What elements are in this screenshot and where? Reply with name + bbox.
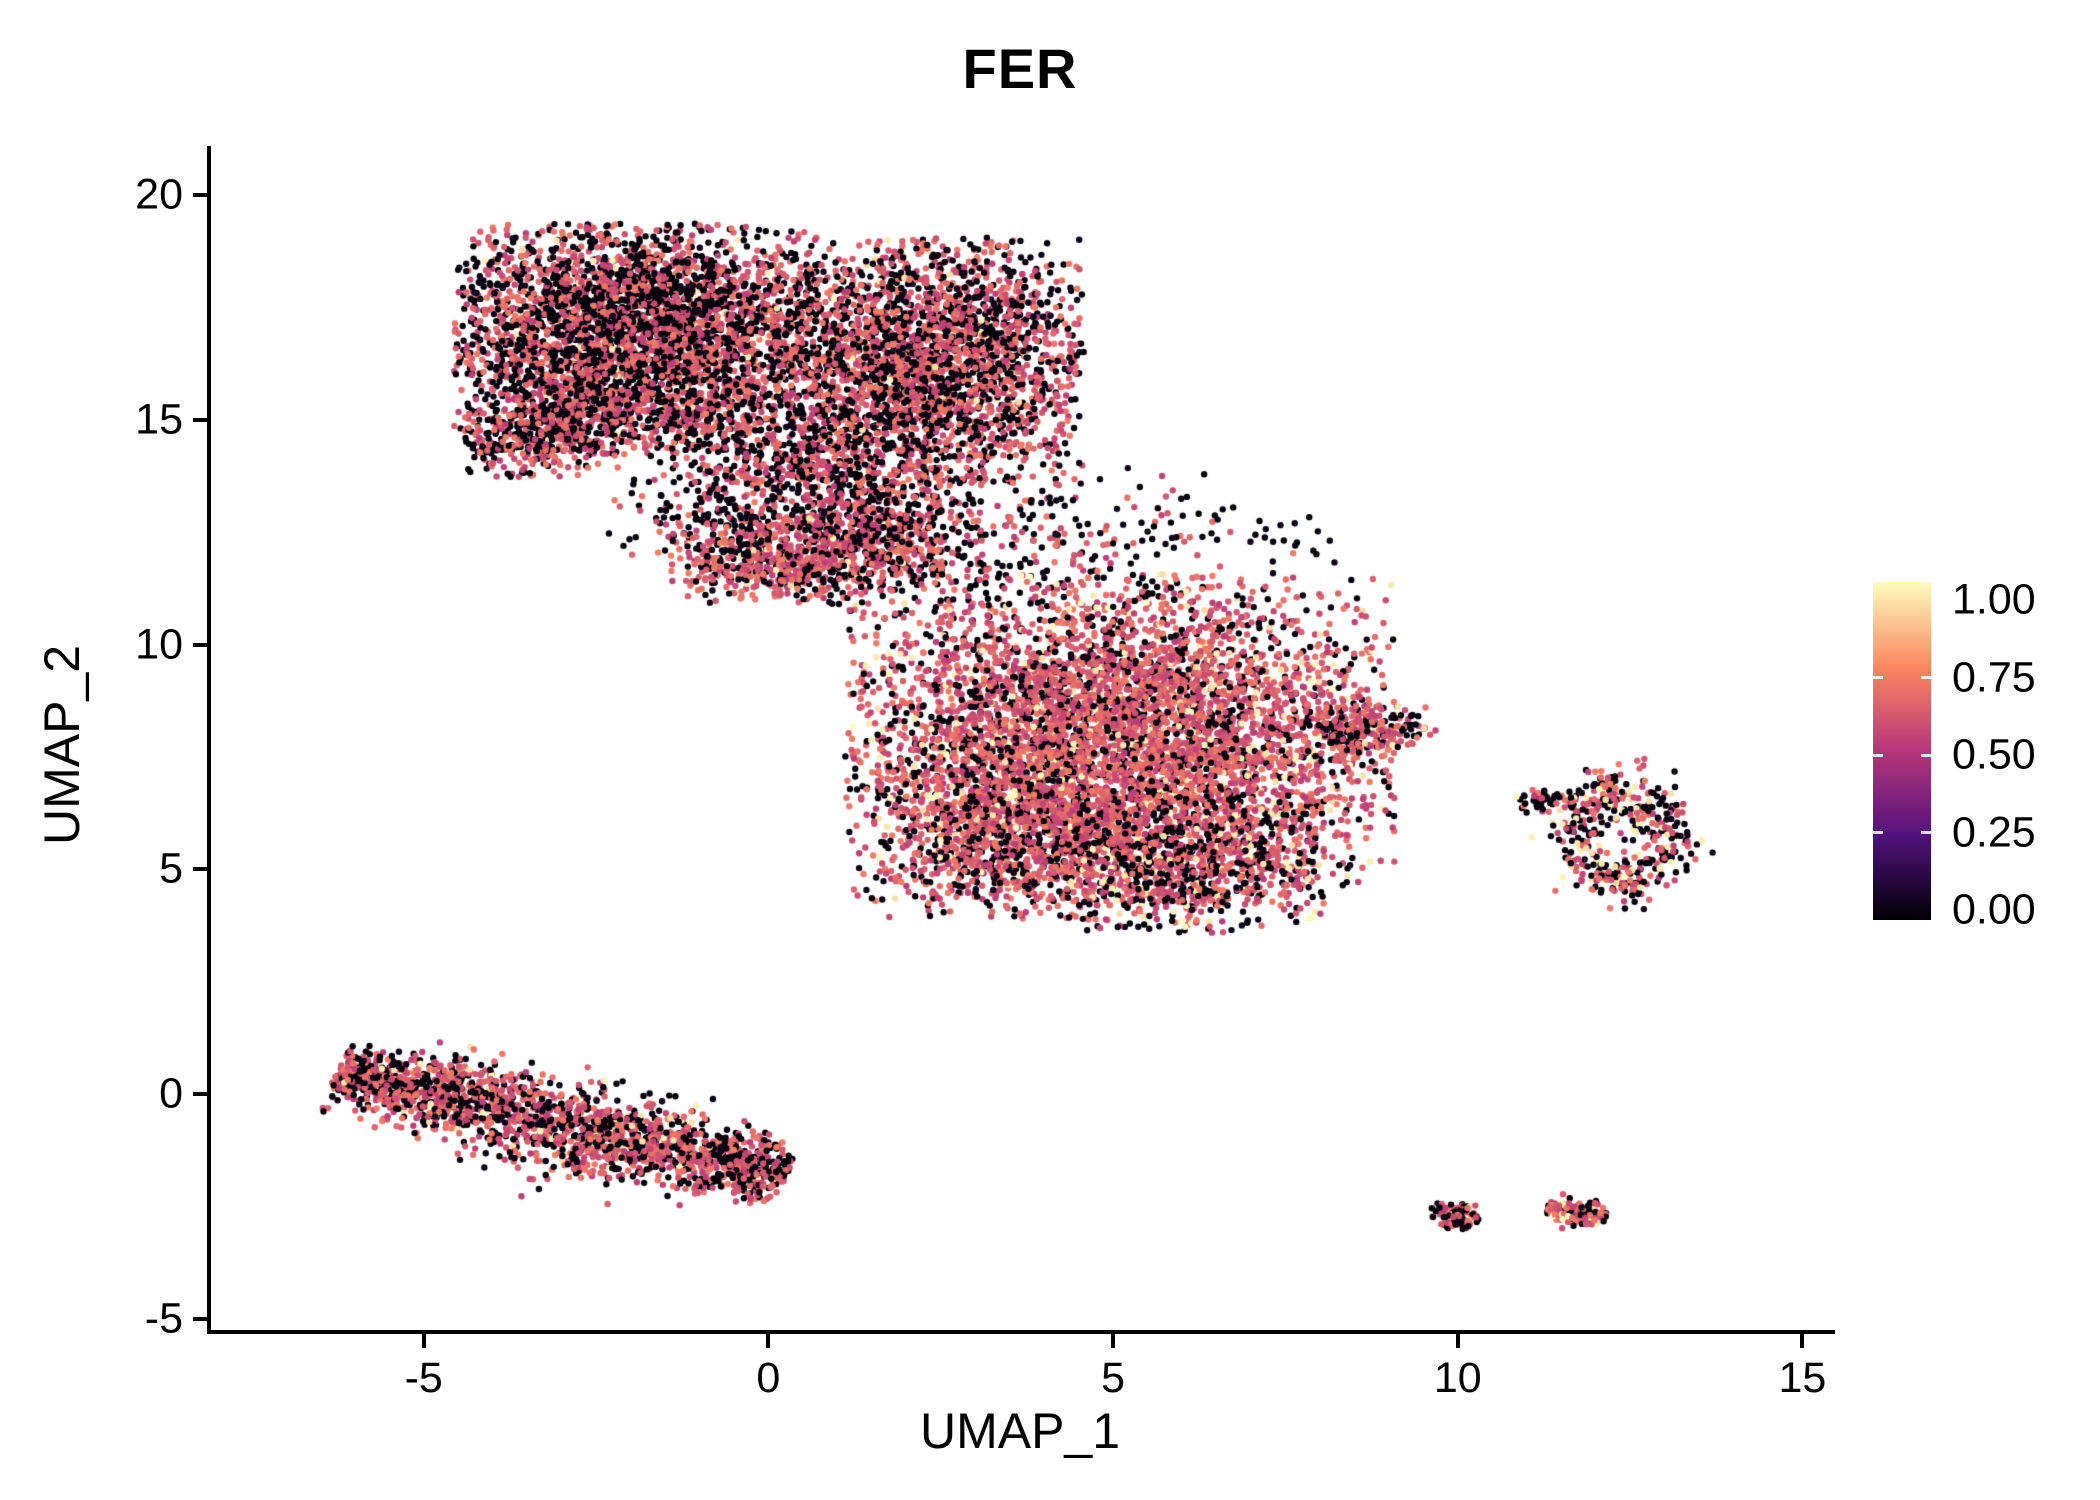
x-axis-tick-label: 0	[756, 1354, 781, 1402]
colorbar-tick	[1921, 753, 1931, 757]
y-axis-tick	[193, 1316, 207, 1321]
x-axis-tick-label: 15	[1778, 1354, 1827, 1402]
y-axis-tick	[193, 193, 207, 198]
x-axis-tick-label: 10	[1433, 1354, 1482, 1402]
y-axis-tick-label: 20	[135, 170, 183, 219]
colorbar-tick	[1921, 831, 1931, 834]
y-axis-tick-label: 10	[135, 620, 183, 669]
colorbar-tick	[1873, 753, 1883, 757]
colorbar-tick-label: 0.75	[1952, 653, 2036, 701]
scatter-points-canvas	[210, 148, 1830, 1330]
colorbar-tick-label: 1.00	[1952, 575, 2036, 624]
y-axis-tick-label: -5	[144, 1294, 183, 1343]
x-axis-tick	[766, 1334, 771, 1348]
colorbar-tick-label: 0.00	[1952, 885, 2036, 934]
y-axis-tick-label: 15	[135, 395, 183, 444]
colorbar-tick	[1921, 676, 1931, 679]
colorbar-tick	[1873, 831, 1883, 834]
x-axis-tick	[1455, 1334, 1460, 1348]
y-axis-tick	[193, 417, 207, 422]
plot-title: FER	[962, 37, 1078, 100]
colorbar-tick-label: 0.25	[1952, 808, 2036, 856]
x-axis-tick	[421, 1334, 426, 1348]
y-axis-tick	[193, 867, 207, 872]
x-axis-tick-label: -5	[404, 1354, 443, 1402]
y-axis-tick	[193, 1092, 207, 1097]
x-axis-line	[207, 1330, 1835, 1334]
y-axis-title: UMAP_2	[34, 644, 90, 846]
x-axis-tick	[1800, 1334, 1805, 1348]
colorbar-gradient	[1873, 582, 1931, 920]
y-axis-tick	[193, 642, 207, 647]
y-axis-tick-label: 5	[159, 844, 183, 893]
colorbar-tick	[1873, 676, 1883, 679]
colorbar-tick-label: 0.50	[1952, 730, 2036, 779]
x-axis-title: UMAP_1	[919, 1403, 1121, 1459]
x-axis-tick	[1111, 1334, 1116, 1348]
y-axis-tick-label: 0	[159, 1069, 183, 1118]
y-axis-line	[207, 146, 211, 1334]
x-axis-tick-label: 5	[1101, 1354, 1126, 1402]
